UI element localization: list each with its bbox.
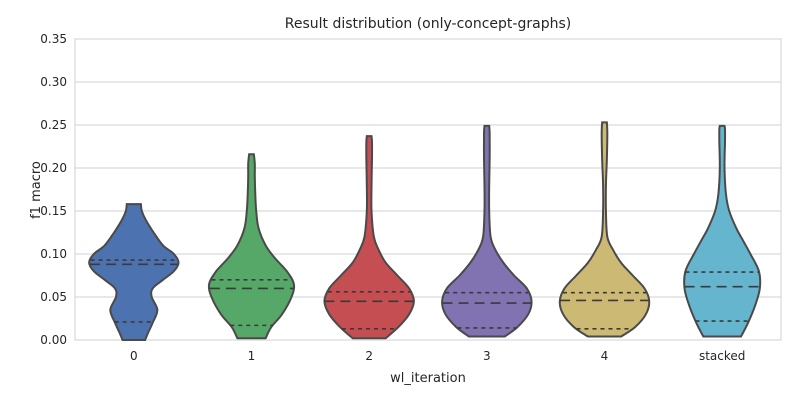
y-tick-label: 0.00 xyxy=(40,333,67,347)
y-axis-label: f1 macro xyxy=(29,161,44,219)
violin-2 xyxy=(323,135,415,340)
violin-1 xyxy=(207,153,296,340)
y-tick-label: 0.15 xyxy=(40,204,67,218)
x-tick-label: 1 xyxy=(248,349,256,363)
grid-lines xyxy=(74,38,782,341)
violin-body xyxy=(88,203,180,341)
y-tick-label: 0.10 xyxy=(40,247,67,261)
y-tick-label: 0.05 xyxy=(40,290,67,304)
x-axis-label: wl_iteration xyxy=(390,371,466,386)
x-tick-label: stacked xyxy=(699,349,745,363)
violin-body xyxy=(683,124,762,338)
violins xyxy=(88,121,762,341)
violin-body xyxy=(207,153,296,340)
chart-title: Result distribution (only-concept-graphs… xyxy=(285,16,571,32)
violin-3 xyxy=(441,124,533,338)
y-tick-label: 0.20 xyxy=(40,161,67,175)
x-tick-label: 4 xyxy=(601,349,609,363)
y-tick-label: 0.25 xyxy=(40,118,67,132)
y-tick-label: 0.30 xyxy=(40,75,67,89)
violin-body xyxy=(558,121,651,338)
y-tick-labels: 0.00 0.05 0.10 0.15 0.20 0.25 0.30 0.35 xyxy=(40,32,67,347)
y-tick-label: 0.35 xyxy=(40,32,67,46)
violin-body xyxy=(441,124,533,338)
x-tick-labels: 0 1 2 3 4 stacked xyxy=(130,349,745,363)
x-tick-label: 0 xyxy=(130,349,138,363)
x-tick-label: 2 xyxy=(365,349,373,363)
violin-4 xyxy=(558,121,651,338)
violin-body xyxy=(323,135,415,340)
x-tick-label: 3 xyxy=(483,349,491,363)
violin-0 xyxy=(88,203,180,341)
violin-stacked xyxy=(683,124,762,338)
